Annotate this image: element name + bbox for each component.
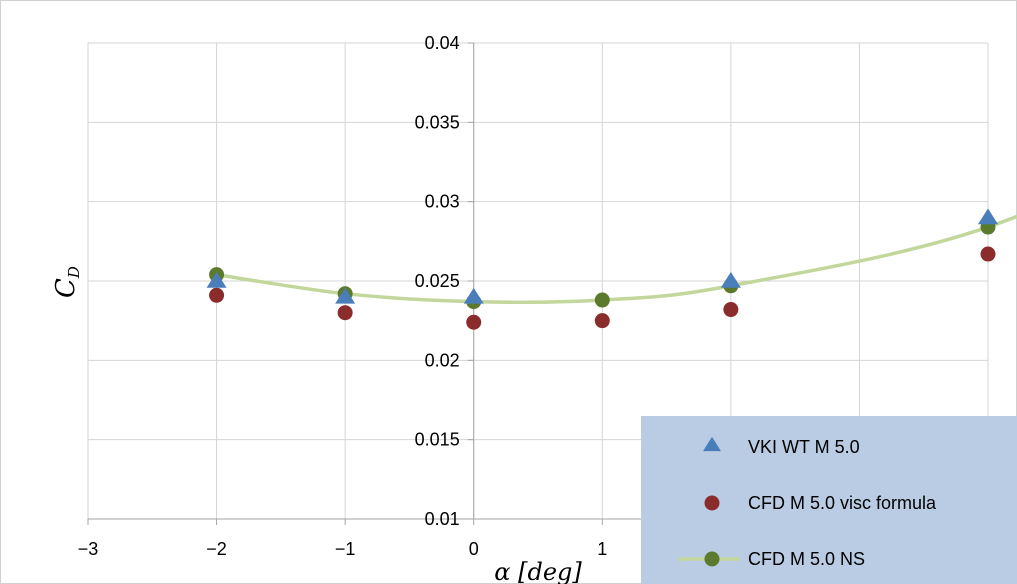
ns-point bbox=[594, 292, 610, 308]
legend-background bbox=[641, 416, 1017, 584]
vki-wt-point bbox=[720, 272, 741, 288]
legend-visc-formula-symbol bbox=[704, 495, 720, 511]
legend-label: CFD M 5.0 NS bbox=[748, 549, 865, 569]
y-axis-title: CD bbox=[51, 266, 83, 298]
legend-label: VKI WT M 5.0 bbox=[748, 437, 860, 457]
y-tick-label: 0.04 bbox=[425, 33, 460, 53]
vki-wt-point bbox=[463, 287, 484, 304]
y-tick-label: 0.015 bbox=[415, 430, 460, 450]
visc-formula-point bbox=[209, 287, 225, 303]
x-tick-label: 1 bbox=[597, 539, 607, 559]
visc-formula-point bbox=[466, 314, 482, 330]
x-axis-title: α [deg] bbox=[494, 558, 582, 584]
legend-vki-wt-symbol bbox=[703, 436, 721, 452]
y-tick-label: 0.03 bbox=[425, 192, 460, 212]
marker-layer bbox=[206, 208, 998, 330]
visc-formula-point bbox=[980, 246, 996, 262]
x-tick-label: −3 bbox=[78, 539, 99, 559]
visc-formula-point bbox=[337, 305, 353, 321]
y-tick-label: 0.02 bbox=[425, 350, 460, 370]
y-axis-title-main: C bbox=[51, 278, 81, 298]
x-tick-label: 0 bbox=[469, 539, 479, 559]
x-tick-label: −1 bbox=[335, 539, 356, 559]
visc-formula-point bbox=[594, 313, 610, 329]
vki-wt-point bbox=[978, 208, 998, 225]
y-tick-label: 0.035 bbox=[415, 112, 460, 132]
legend-label: CFD M 5.0 visc formula bbox=[748, 493, 937, 513]
vki-wt-point bbox=[335, 287, 356, 304]
y-tick-labels: 0.01 0.015 0.02 0.025 0.03 0.035 0.04 bbox=[415, 33, 460, 529]
visc-formula-point bbox=[723, 302, 739, 318]
legend: VKI WT M 5.0 CFD M 5.0 visc formula CFD M … bbox=[641, 416, 1017, 584]
y-tick-label: 0.025 bbox=[415, 271, 460, 291]
y-tick-label: 0.01 bbox=[425, 509, 460, 529]
vki-wt-point bbox=[206, 272, 227, 288]
x-tick-label: −2 bbox=[206, 539, 227, 559]
legend-ns-symbol bbox=[704, 551, 720, 567]
y-axis-title-sub: D bbox=[65, 266, 83, 279]
